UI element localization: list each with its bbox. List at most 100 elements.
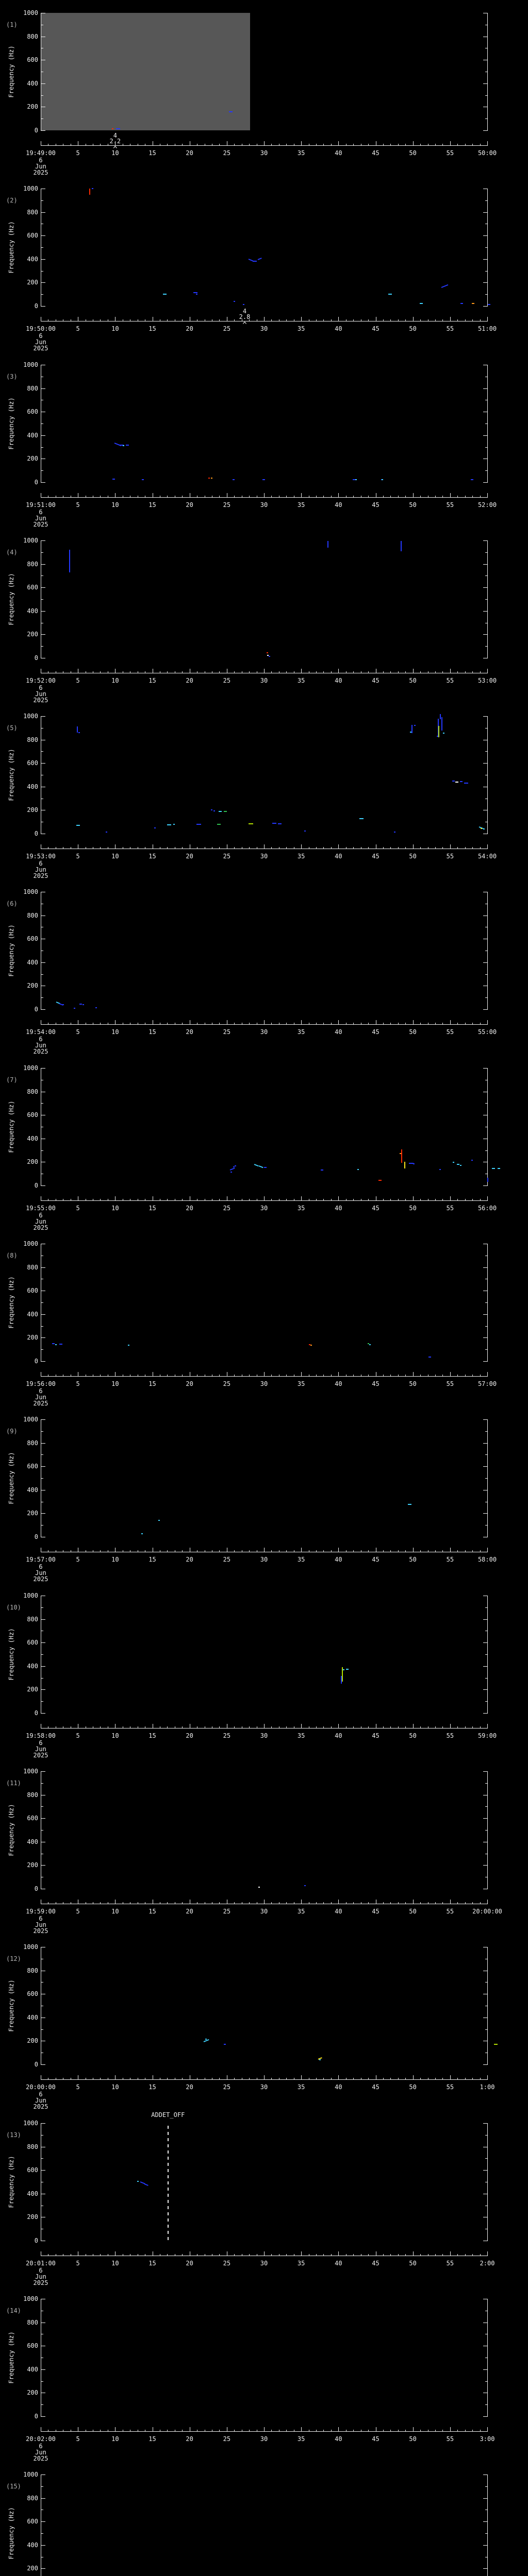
y-axis-right (487, 1068, 488, 1186)
detection-mark-blue (460, 303, 464, 304)
y-axis-right (487, 1596, 488, 1714)
x-tick-label: 45 (372, 1732, 380, 1739)
x-tick-label: 50 (409, 2083, 417, 2091)
date-label: Jun (35, 690, 46, 698)
y-tick-label: 600 (27, 232, 38, 240)
x-tick (383, 2254, 384, 2256)
y-tick (485, 270, 487, 272)
y-tick-label: 600 (27, 1990, 38, 1998)
x-tick (412, 1900, 414, 1904)
detection-mark-cyan (357, 1169, 359, 1171)
panel-number-label: (10) (6, 1604, 21, 1611)
x-tick (271, 2430, 272, 2431)
y-tick-label: 200 (27, 806, 38, 814)
y-tick (485, 2381, 487, 2382)
panel-number-label: (6) (6, 900, 18, 907)
detection-mark-blue (253, 260, 257, 262)
x-tick (442, 1375, 443, 1376)
date-label: 6 (39, 684, 43, 691)
x-tick-label: 40 (335, 501, 342, 509)
date-label: 6 (39, 509, 43, 516)
detection-mark-blue (441, 717, 442, 731)
x-tick (480, 2254, 481, 2256)
y-tick (41, 552, 43, 553)
y-tick (41, 2533, 43, 2534)
detection-mark-red (378, 1179, 382, 1181)
detection-mark-cyan (483, 828, 485, 829)
x-tick-label: 25 (223, 1028, 231, 1036)
date-label: 6 (39, 1212, 43, 1219)
detection-mark-cyan (173, 824, 175, 825)
detector-off-line (167, 2126, 169, 2241)
detection-mark-blue (196, 823, 201, 825)
x-tick-label: 15 (148, 325, 156, 332)
x-tick-label: 30 (260, 1556, 268, 1563)
y-tick-label: 600 (27, 1287, 38, 1295)
x-tick (390, 1375, 391, 1376)
detection-mark-blue (459, 781, 463, 782)
x-tick (487, 1020, 488, 1024)
y-tick (41, 611, 45, 612)
x-tick (412, 141, 414, 145)
x-tick (338, 1372, 339, 1376)
x-tick (472, 1199, 473, 1200)
event-caret-marker: ^ (113, 145, 118, 154)
x-tick (301, 844, 302, 849)
detection-mark-blue (76, 726, 78, 733)
y-tick-label: 1000 (23, 2120, 38, 2127)
x-tick (323, 1375, 324, 1376)
x-tick (167, 319, 168, 321)
x-tick (219, 2078, 220, 2079)
x-tick (383, 2430, 384, 2431)
y-tick-label: 800 (27, 2494, 38, 2502)
x-tick (234, 847, 235, 849)
x-tick-label: 35 (297, 2260, 305, 2267)
x-tick (487, 1900, 488, 1904)
x-tick (472, 1726, 473, 1728)
y-tick (41, 482, 45, 483)
x-tick (435, 496, 436, 497)
x-tick-label: 30 (260, 677, 268, 684)
y-tick-label: 400 (27, 1134, 38, 1142)
y-tick (41, 259, 45, 260)
date-label: 2025 (33, 1575, 48, 1583)
y-tick-label: 0 (34, 2061, 38, 2068)
y-tick (41, 587, 45, 588)
y-tick (41, 1349, 43, 1350)
detection-mark-orange (471, 303, 474, 304)
y-tick (485, 552, 487, 553)
x-tick-label: 10 (111, 853, 119, 860)
x-tick (264, 1196, 265, 1200)
x-tick (353, 671, 354, 673)
x-tick (412, 844, 414, 849)
x-tick-label: 45 (372, 2083, 380, 2091)
detection-mark-blue (78, 732, 80, 733)
y-tick (41, 2381, 43, 2382)
x-tick (465, 1375, 466, 1376)
x-tick (457, 2254, 458, 2256)
x-tick (331, 1199, 332, 1200)
y-tick-label: 600 (27, 408, 38, 416)
x-axis-ruler (41, 2079, 488, 2080)
x-tick (412, 2075, 414, 2079)
date-label: Jun (35, 1921, 46, 1928)
x-tick (286, 144, 287, 145)
detection-mark-green (368, 1343, 370, 1345)
y-tick (41, 2545, 45, 2546)
x-start-time-label: 20:01:00 (26, 2260, 56, 2267)
x-tick (412, 669, 414, 673)
y-tick-label: 800 (27, 1263, 38, 1271)
x-tick (398, 847, 399, 849)
x-tick (167, 1902, 168, 1904)
detection-mark-blue (229, 111, 233, 112)
x-tick (115, 1196, 116, 1200)
x-tick (465, 144, 466, 145)
x-tick (234, 1550, 235, 1552)
y-tick (485, 2029, 487, 2030)
x-tick (457, 671, 458, 673)
x-tick (286, 2254, 287, 2256)
x-tick (323, 1199, 324, 1200)
x-tick (301, 2075, 302, 2079)
y-tick (483, 435, 487, 436)
x-tick-label: 55 (446, 677, 454, 684)
